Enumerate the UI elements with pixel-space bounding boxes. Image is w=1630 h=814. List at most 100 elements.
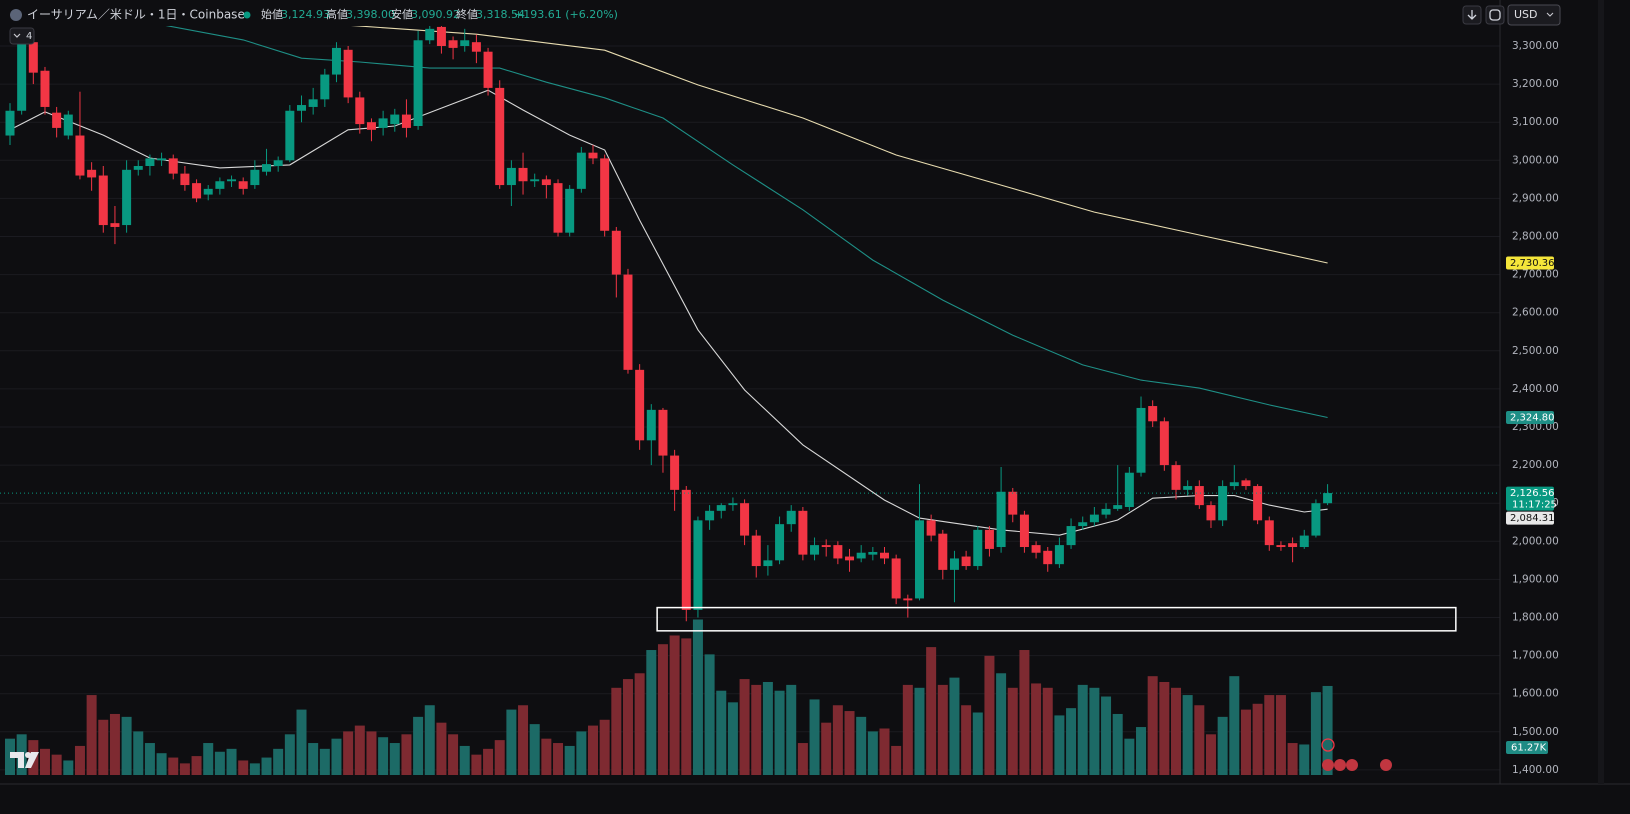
volume-label-box <box>1506 740 1548 754</box>
candle-body <box>541 179 551 186</box>
volume-bar <box>856 716 867 775</box>
y-tick-label: 2,800.00 <box>1512 230 1559 242</box>
volume-bar <box>459 745 470 775</box>
candle-body <box>1299 535 1309 548</box>
volume-bar <box>226 748 237 775</box>
candle-body <box>880 552 889 559</box>
volume-bar <box>1054 715 1065 775</box>
volume-bar <box>961 705 972 775</box>
y-tick-label: 2,000.00 <box>1512 535 1559 547</box>
candle-body <box>308 99 318 107</box>
candle-body <box>273 160 283 167</box>
y-tick-label: 1,700.00 <box>1512 650 1559 662</box>
volume-bar <box>739 679 750 775</box>
candle-body <box>751 535 761 567</box>
indicator-toggle[interactable]: 4 <box>9 27 35 45</box>
y-tick-label: 3,200.00 <box>1512 78 1559 90</box>
volume-bar <box>681 638 692 775</box>
ohlc-label: 終値 <box>456 7 478 21</box>
candle-body <box>1136 407 1146 473</box>
event-icon[interactable] <box>1346 759 1358 771</box>
refresh-button[interactable] <box>1485 5 1505 25</box>
volume-bar <box>1264 695 1275 775</box>
volume-bar <box>1205 734 1216 775</box>
alert-icon[interactable] <box>1321 738 1335 752</box>
candle-body <box>471 42 481 52</box>
price-axis: 1,400.00 1,500.00 1,600.00 1,700.00 1,800.00… <box>1512 40 1559 776</box>
volume-bar <box>238 760 249 775</box>
candle-body <box>52 112 62 128</box>
candle-body <box>949 558 959 570</box>
candle-body <box>938 533 948 570</box>
candle-body <box>215 181 225 189</box>
download-button[interactable] <box>1462 5 1482 25</box>
candle-layer <box>5 26 1333 622</box>
volume-bar <box>343 731 354 775</box>
symbol-icon <box>10 9 22 21</box>
volume-bar <box>518 705 529 775</box>
candle-body <box>1008 491 1018 515</box>
candle-body <box>716 505 726 511</box>
moving-average <box>350 26 1328 264</box>
candle-body <box>705 510 715 521</box>
candle-body <box>297 105 306 111</box>
volume-bar <box>366 731 377 775</box>
event-icons[interactable] <box>1321 738 1392 771</box>
candle-body <box>868 551 878 555</box>
candle-body <box>192 183 202 199</box>
candle-body <box>1276 545 1286 548</box>
candle-body <box>903 598 913 601</box>
event-icon[interactable] <box>1322 759 1334 771</box>
candle-body <box>98 175 108 226</box>
volume-bar <box>308 743 319 775</box>
candle-body <box>1311 503 1321 536</box>
volume-bar <box>1007 687 1018 775</box>
volume-bar <box>144 743 155 775</box>
candle-body <box>75 135 85 176</box>
candle-body <box>1183 486 1193 490</box>
header: イーサリアム／米ドル・1日・Coinbase 始値3,124.93高値3,398… <box>10 7 618 22</box>
currency-button[interactable]: USD <box>1507 4 1561 26</box>
y-tick-label: 3,100.00 <box>1512 116 1559 128</box>
volume-bar <box>1182 695 1193 775</box>
volume-bar <box>622 679 633 775</box>
candle-body <box>1031 545 1041 553</box>
candle-body <box>331 47 341 75</box>
volume-bar <box>902 684 913 775</box>
currency-box[interactable] <box>1507 4 1561 26</box>
volume-bar <box>669 635 680 775</box>
candle-body <box>378 118 388 128</box>
ohlc-label: 始値 <box>261 7 283 21</box>
volume-bar <box>109 713 120 775</box>
candle-body <box>355 97 365 125</box>
candle-body <box>448 40 458 48</box>
currency-chevron <box>1546 12 1554 17</box>
y-tick-label: 2,400.00 <box>1512 383 1559 395</box>
candle-body <box>1159 421 1169 466</box>
candle-body <box>436 26 446 46</box>
volume-bar <box>354 725 365 775</box>
volume-bar <box>716 690 727 775</box>
candle-body <box>914 520 924 599</box>
logo-part <box>25 752 39 768</box>
candle-body <box>1089 514 1099 523</box>
candle-body <box>122 169 132 226</box>
candle-body <box>1194 486 1204 506</box>
volume-bar <box>168 757 179 775</box>
candle-body <box>17 40 27 111</box>
ohlc-value: 3,090.92 <box>411 8 460 21</box>
toggle-box[interactable] <box>9 27 35 45</box>
volume-bar <box>996 673 1007 775</box>
candle-body <box>1264 520 1274 546</box>
event-icon[interactable] <box>1334 759 1346 771</box>
volume-bar <box>541 738 552 775</box>
volume-bar <box>891 745 902 775</box>
volume-bar <box>1066 708 1077 775</box>
candle-body <box>786 510 796 525</box>
refresh-box[interactable] <box>1485 5 1505 25</box>
y-tick-label: 2,900.00 <box>1512 192 1559 204</box>
candle-body <box>576 152 586 189</box>
event-icon[interactable] <box>1380 759 1392 771</box>
candle-body <box>833 545 843 559</box>
